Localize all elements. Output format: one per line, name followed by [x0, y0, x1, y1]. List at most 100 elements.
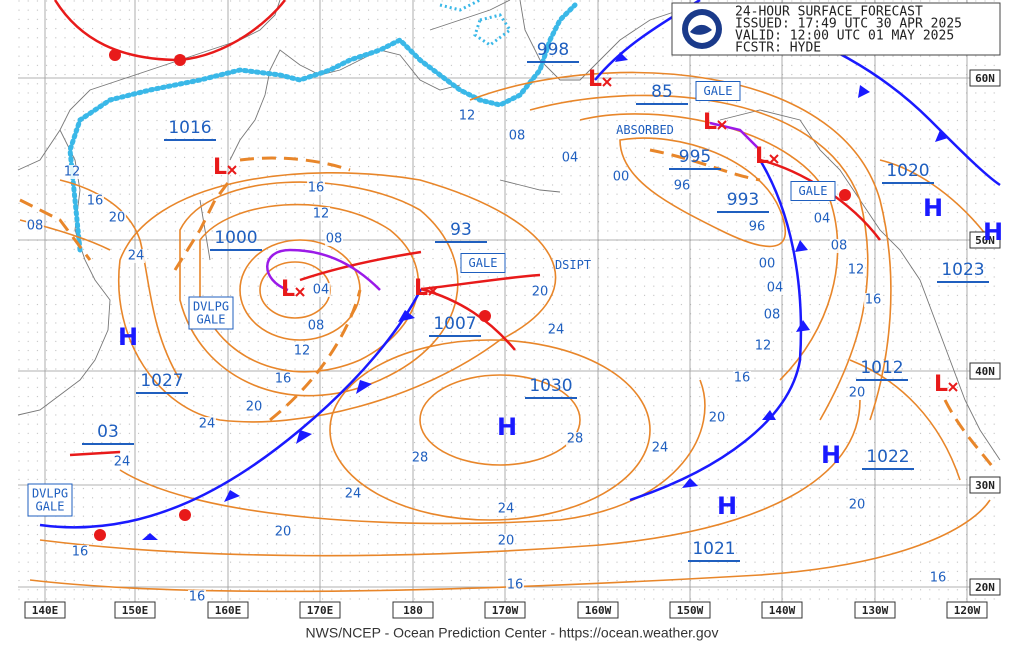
header-box	[671, 2, 1001, 56]
isobar-label: 28	[567, 432, 584, 447]
isobar-label: 08	[326, 232, 343, 247]
longitude-label: 140W	[769, 604, 796, 617]
labels: 140E 150E 160E 170E 180 170W 160W 150W 140W 130W 1…	[24, 40, 1003, 619]
high-center: H	[497, 413, 517, 441]
isobar-label: 04	[562, 151, 579, 166]
central-pressure: 1022	[866, 447, 909, 467]
longitude-box	[299, 601, 341, 619]
isobar-label: 24	[128, 249, 145, 264]
isobar-label: 12	[459, 109, 476, 124]
low-center: L	[755, 144, 769, 169]
longitude-label: 140E	[32, 604, 59, 617]
longitude-label: 150E	[122, 604, 149, 617]
longitude-box	[946, 601, 988, 619]
isobar-label-bg	[411, 451, 429, 465]
low-center: L	[414, 276, 428, 301]
central-pressure: 1023	[941, 260, 984, 280]
isobar-label-bg	[547, 323, 565, 337]
isobar-label: 20	[498, 534, 515, 549]
isobar-label-bg	[86, 194, 104, 208]
latitude-label: 40N	[975, 365, 995, 378]
isobar-label: 20	[709, 411, 726, 426]
annotation: ABSORBED	[616, 123, 674, 137]
isobar-label: 20	[109, 211, 126, 226]
isobar-label-bg	[198, 417, 216, 431]
isobar-label-bg	[847, 263, 865, 277]
isobar-label-bg	[508, 129, 526, 143]
isobar-label-bg	[497, 534, 515, 548]
longitude-box	[484, 601, 526, 619]
low-center: L	[703, 110, 717, 135]
isobar-label: 08	[764, 308, 781, 323]
annotation: DVLPG	[32, 487, 68, 501]
isobar-label-bg	[274, 525, 292, 539]
isobar-label: 20	[849, 498, 866, 513]
longitude-box	[392, 601, 434, 619]
isobar-label-bg	[274, 372, 292, 386]
isobar-label-bg	[848, 498, 866, 512]
annotation-box	[790, 181, 836, 201]
low-center: L	[213, 155, 227, 180]
latitude-label: 60N	[975, 72, 995, 85]
isobar-label: 20	[275, 525, 292, 540]
low-center: L	[588, 67, 602, 92]
header-line: FCSTR: HYDE	[735, 41, 821, 56]
longitude-label: 160E	[215, 604, 242, 617]
low-x	[428, 286, 438, 296]
longitude-box	[577, 601, 619, 619]
isobar-label: 24	[114, 455, 131, 470]
central-pressure: 1007	[433, 314, 476, 334]
isobar-label-bg	[312, 283, 330, 297]
isobar-label-bg	[830, 239, 848, 253]
isobar-label: 96	[674, 179, 691, 194]
isobar-label-bg	[673, 179, 691, 193]
isobar-label: 16	[865, 293, 882, 308]
header-line: 24-HOUR SURFACE FORECAST	[735, 5, 923, 20]
isobar-label: 04	[767, 281, 784, 296]
isobar-label-bg	[708, 411, 726, 425]
longitude-box	[207, 601, 249, 619]
isobar-label-bg	[748, 220, 766, 234]
annotation: DSIPT	[555, 258, 591, 272]
central-pressure: 1030	[529, 376, 572, 396]
high-center: H	[717, 492, 737, 520]
isobar-label: 08	[27, 219, 44, 234]
longitude-label: 160W	[585, 604, 612, 617]
isobar-label: 12	[294, 344, 311, 359]
isobar-label-bg	[312, 207, 330, 221]
isobar-label: 24	[498, 502, 515, 517]
isobar-label-bg	[293, 344, 311, 358]
longitude-label: 170W	[492, 604, 519, 617]
central-pressure: 1016	[168, 118, 211, 138]
annotation: GALE	[197, 313, 226, 327]
isobar-label-bg	[307, 181, 325, 195]
latitude-box	[969, 231, 1001, 249]
central-pressure: 995	[679, 147, 711, 167]
header-line: ISSUED: 17:49 UTC 30 APR 2025	[735, 17, 962, 32]
isobar-label: 04	[814, 212, 831, 227]
central-pressure: 03	[97, 422, 119, 442]
header-line: VALID: 12:00 UTC 01 MAY 2025	[735, 29, 954, 44]
isobar-label: 96	[749, 220, 766, 235]
isobar-label: 12	[64, 165, 81, 180]
annotation-box	[188, 296, 234, 330]
central-pressure: 93	[450, 220, 472, 240]
isobar-label-bg	[307, 319, 325, 333]
isobar-label: 16	[308, 181, 325, 196]
isobar-label-bg	[612, 170, 630, 184]
longitude-box	[24, 601, 66, 619]
high-center: H	[923, 194, 943, 222]
isobar-label-bg	[245, 400, 263, 414]
isobar-label: 16	[72, 545, 89, 560]
isobar-label-bg	[766, 281, 784, 295]
latitude-box	[969, 69, 1001, 87]
low-center: L	[281, 277, 295, 302]
isobar-label: 04	[313, 283, 330, 298]
isobar-label-bg	[651, 441, 669, 455]
isobar-label: 28	[412, 451, 429, 466]
annotation: GALE	[704, 84, 733, 98]
low-x	[602, 77, 612, 87]
latitude-box	[969, 476, 1001, 494]
longitude-box	[114, 601, 156, 619]
